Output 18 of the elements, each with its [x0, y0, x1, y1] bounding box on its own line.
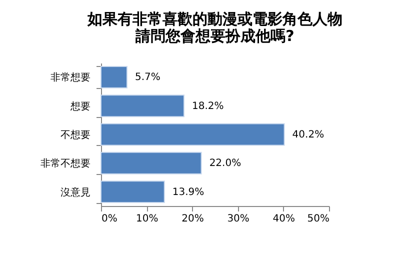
chart-subtitle: 請問您會想要扮成他嗎?	[134, 27, 294, 45]
data-label: 13.9%	[172, 186, 204, 198]
x-tick-label: 30%	[227, 214, 250, 224]
x-tick-label: 0%	[102, 214, 118, 224]
x-tick-label: 10%	[136, 214, 158, 224]
data-label: 18.2%	[192, 100, 224, 112]
y-tick-label: 非常不想要	[40, 158, 90, 170]
y-tick-label: 不想要	[60, 129, 90, 141]
x-tick-label: 40%	[272, 214, 296, 224]
data-label: 5.7%	[134, 72, 160, 84]
y-tick-label: 非常想要	[50, 72, 90, 84]
y-tick-label: 沒意見	[60, 186, 90, 198]
chart-title: 如果有非常喜歡的動漫或電影角色人物	[86, 10, 342, 28]
data-label: 22.0%	[209, 158, 242, 170]
x-tick-label: 50%	[307, 214, 330, 224]
y-tick-label: 想要	[70, 100, 90, 112]
data-label: 40.2%	[292, 130, 324, 140]
x-tick-label: 20%	[182, 214, 204, 224]
